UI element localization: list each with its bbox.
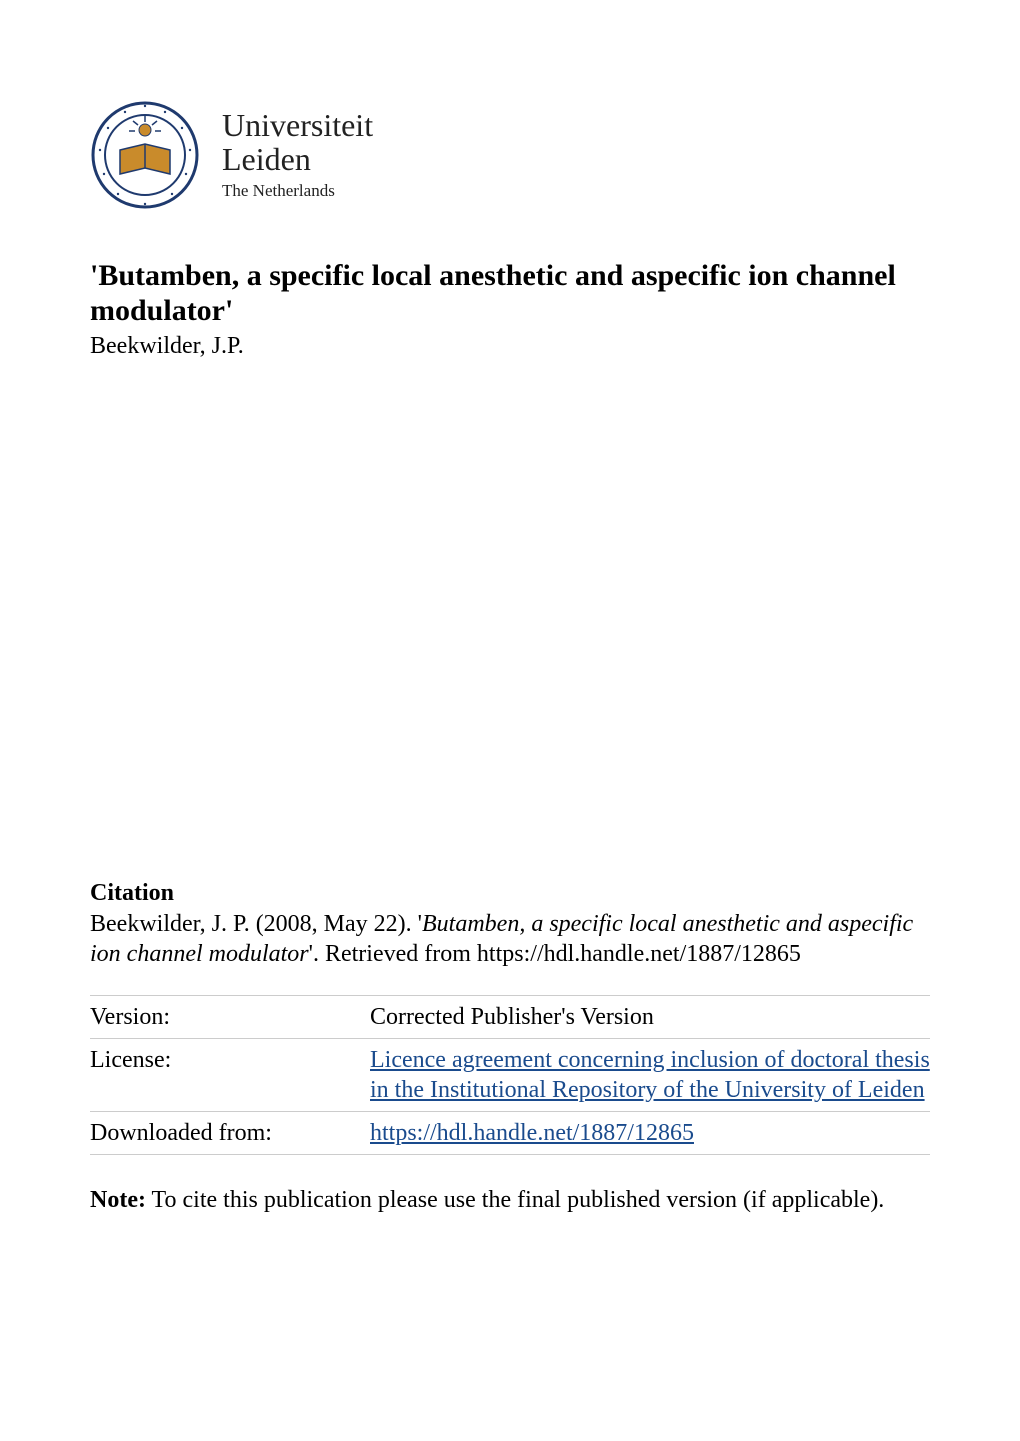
metadata-row: Downloaded from:https://hdl.handle.net/1… xyxy=(90,1111,930,1154)
metadata-value: https://hdl.handle.net/1887/12865 xyxy=(370,1111,930,1154)
metadata-label: Version: xyxy=(90,995,370,1038)
page-header: Universiteit Leiden The Netherlands xyxy=(90,100,930,210)
document-title: 'Butamben, a specific local anesthetic a… xyxy=(90,258,930,329)
institution-name-block: Universiteit Leiden The Netherlands xyxy=(222,109,373,200)
metadata-value: Corrected Publisher's Version xyxy=(370,995,930,1038)
citation-prefix: Beekwilder, J. P. (2008, May 22). ' xyxy=(90,911,422,937)
institution-name-line1: Universiteit xyxy=(222,109,373,143)
metadata-row: License:Licence agreement concerning inc… xyxy=(90,1038,930,1111)
institution-country: The Netherlands xyxy=(222,181,373,201)
note-paragraph: Note: To cite this publication please us… xyxy=(90,1185,930,1215)
document-author: Beekwilder, J.P. xyxy=(90,333,930,360)
metadata-label: Downloaded from: xyxy=(90,1111,370,1154)
metadata-label: License: xyxy=(90,1038,370,1111)
citation-text: Beekwilder, J. P. (2008, May 22). 'Butam… xyxy=(90,909,930,969)
university-seal-logo xyxy=(90,100,200,210)
metadata-row: Version:Corrected Publisher's Version xyxy=(90,995,930,1038)
citation-heading: Citation xyxy=(90,880,930,907)
institution-name-line2: Leiden xyxy=(222,143,373,177)
metadata-value: Licence agreement concerning inclusion o… xyxy=(370,1038,930,1111)
metadata-table: Version:Corrected Publisher's VersionLic… xyxy=(90,995,930,1155)
citation-suffix: '. Retrieved from https://hdl.handle.net… xyxy=(309,941,801,967)
note-text: To cite this publication please use the … xyxy=(146,1187,884,1213)
metadata-link[interactable]: Licence agreement concerning inclusion o… xyxy=(370,1047,930,1103)
metadata-link[interactable]: https://hdl.handle.net/1887/12865 xyxy=(370,1120,694,1146)
note-label: Note: xyxy=(90,1187,146,1213)
